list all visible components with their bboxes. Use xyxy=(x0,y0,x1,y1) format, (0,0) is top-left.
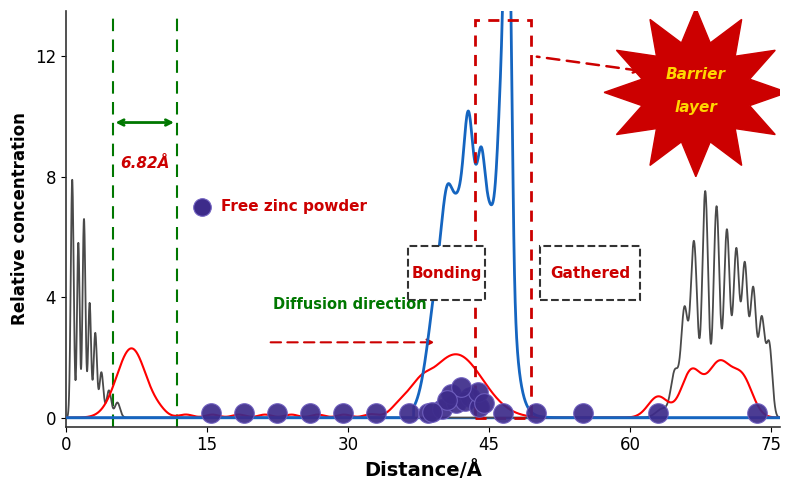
Point xyxy=(464,393,476,401)
Point xyxy=(454,383,467,391)
Text: Diffusion direction: Diffusion direction xyxy=(272,297,426,312)
Point xyxy=(459,397,472,405)
Text: Bonding: Bonding xyxy=(411,266,482,280)
Point xyxy=(530,409,542,417)
Point xyxy=(205,409,218,417)
Point xyxy=(445,389,457,397)
Point xyxy=(478,399,491,407)
Point xyxy=(403,409,415,417)
Text: Barrier: Barrier xyxy=(666,67,726,82)
Point xyxy=(473,403,486,411)
Point xyxy=(436,405,449,412)
Point xyxy=(652,409,665,417)
Y-axis label: Relative concentration: Relative concentration xyxy=(11,112,29,326)
Text: Gathered: Gathered xyxy=(550,266,630,280)
Point xyxy=(370,409,383,417)
Point xyxy=(449,399,462,407)
Point xyxy=(304,409,317,417)
Text: Free zinc powder: Free zinc powder xyxy=(221,199,367,215)
Bar xyxy=(475,20,531,417)
Point xyxy=(195,203,208,211)
Point xyxy=(472,388,484,396)
Polygon shape xyxy=(604,8,788,177)
Text: layer: layer xyxy=(674,100,717,115)
Point xyxy=(271,409,283,417)
Point xyxy=(422,409,434,417)
Point xyxy=(750,409,763,417)
X-axis label: Distance/Å: Distance/Å xyxy=(364,460,482,480)
Point xyxy=(337,409,349,417)
FancyBboxPatch shape xyxy=(408,246,485,300)
Point xyxy=(238,409,251,417)
Point xyxy=(426,408,439,415)
Text: 6.82Å: 6.82Å xyxy=(120,156,169,171)
Point xyxy=(576,409,589,417)
Point xyxy=(440,396,453,404)
Point xyxy=(497,409,510,417)
FancyBboxPatch shape xyxy=(540,246,640,300)
